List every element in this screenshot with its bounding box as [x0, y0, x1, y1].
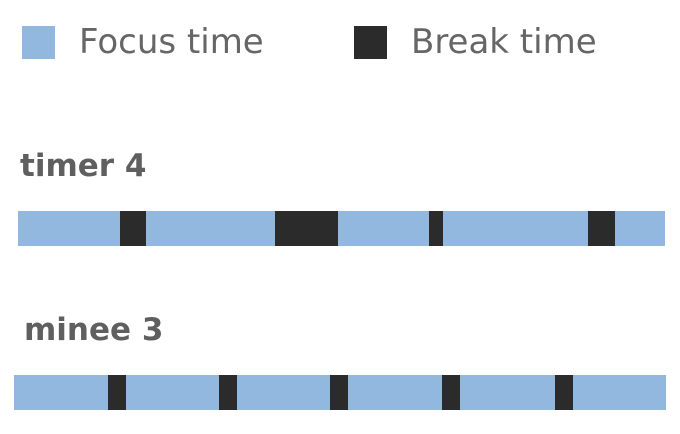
break-segment: [555, 375, 573, 410]
break-segment: [442, 375, 460, 410]
legend-label-break: Break time: [411, 22, 597, 62]
legend-item-focus: Focus time: [22, 24, 264, 60]
focus-segment: [237, 375, 330, 410]
focus-segment: [126, 375, 219, 410]
focus-segment: [348, 375, 442, 410]
timer-title: minee 3: [24, 312, 164, 348]
focus-segment: [615, 211, 665, 246]
break-swatch: [354, 25, 387, 59]
legend-label-focus: Focus time: [79, 22, 264, 62]
focus-segment: [460, 375, 555, 410]
focus-segment: [338, 211, 429, 246]
break-segment: [588, 211, 615, 246]
break-segment: [120, 211, 146, 246]
break-segment: [330, 375, 348, 410]
timer-timeline: [18, 211, 665, 246]
focus-segment: [14, 375, 108, 410]
break-segment: [219, 375, 237, 410]
focus-segment: [18, 211, 120, 246]
break-segment: [275, 211, 338, 246]
break-segment: [429, 211, 443, 246]
focus-swatch: [22, 25, 55, 59]
timer-timeline: [14, 375, 666, 410]
timer-title: timer 4: [20, 148, 147, 184]
break-segment: [108, 375, 126, 410]
focus-segment: [443, 211, 588, 246]
focus-segment: [146, 211, 275, 246]
focus-segment: [573, 375, 666, 410]
legend-item-break: Break time: [354, 24, 597, 60]
